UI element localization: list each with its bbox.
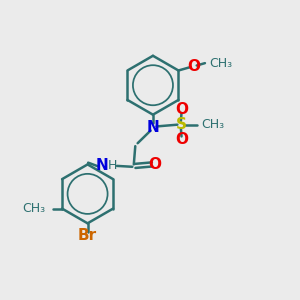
- Text: O: O: [175, 102, 188, 117]
- Text: O: O: [148, 157, 161, 172]
- Text: N: N: [147, 119, 159, 134]
- Text: O: O: [187, 58, 200, 74]
- Text: O: O: [175, 133, 188, 148]
- Text: H: H: [108, 159, 117, 172]
- Text: CH₃: CH₃: [22, 202, 45, 215]
- Text: N: N: [96, 158, 109, 173]
- Text: S: S: [176, 117, 186, 132]
- Text: CH₃: CH₃: [202, 118, 225, 131]
- Text: CH₃: CH₃: [209, 57, 232, 70]
- Text: Br: Br: [78, 228, 97, 243]
